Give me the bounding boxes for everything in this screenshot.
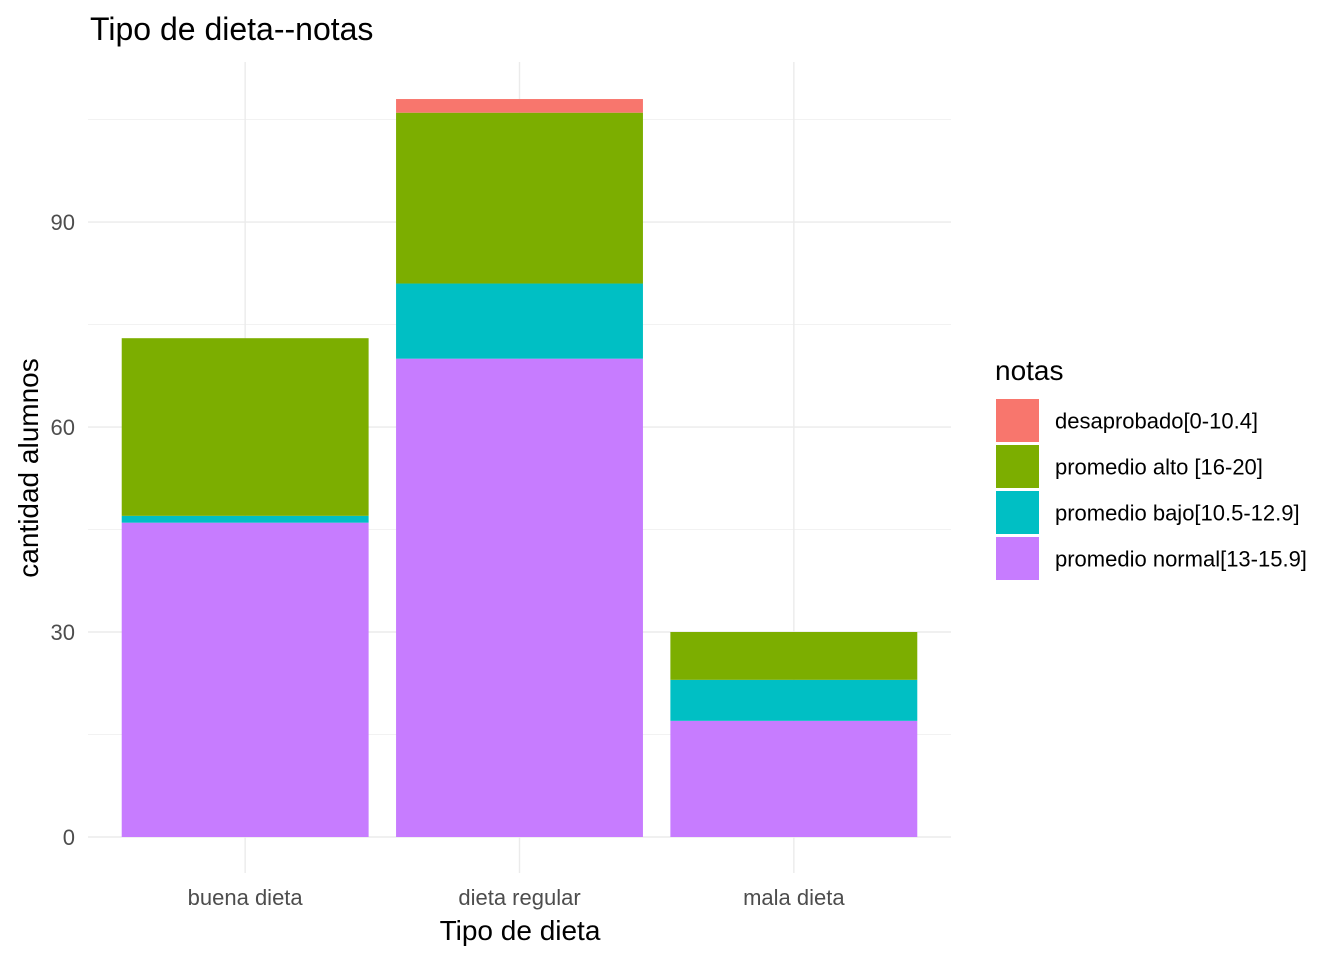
bar-segment-1-2 <box>396 283 643 359</box>
chart-title: Tipo de dieta--notas <box>90 11 373 47</box>
x-axis-ticks: buena dieta dieta regular mala dieta <box>188 885 846 910</box>
legend-key-3 <box>996 537 1039 580</box>
x-axis-title: Tipo de dieta <box>440 915 601 946</box>
legend-label-0: desaprobado[0-10.4] <box>1055 409 1258 434</box>
y-tick-label: 0 <box>63 825 75 850</box>
legend-key-1 <box>996 445 1039 488</box>
bar-segment-2-1 <box>670 632 918 680</box>
legend-label-2: promedio bajo[10.5-12.9] <box>1055 501 1300 526</box>
bar-segment-1-0 <box>396 99 643 113</box>
bar-segment-0-2 <box>121 515 369 523</box>
legend: notas desaprobado[0-10.4] promedio alto [… <box>995 355 1307 580</box>
bars-layer <box>121 99 918 837</box>
legend-key-2 <box>996 491 1039 534</box>
bar-segment-1-1 <box>396 112 643 284</box>
x-tick-label: dieta regular <box>458 885 580 910</box>
bar-segment-2-3 <box>670 720 918 837</box>
legend-title: notas <box>995 355 1064 386</box>
x-tick-label: mala dieta <box>743 885 845 910</box>
bar-segment-0-3 <box>121 522 369 837</box>
bar-segment-2-2 <box>670 679 918 721</box>
legend-label-3: promedio normal[13-15.9] <box>1055 547 1307 572</box>
y-tick-label: 90 <box>51 210 75 235</box>
legend-key-0 <box>996 399 1039 442</box>
y-tick-label: 30 <box>51 620 75 645</box>
bar-segment-0-1 <box>121 338 369 516</box>
y-tick-label: 60 <box>51 415 75 440</box>
y-axis-title: cantidad alumnos <box>13 358 44 577</box>
x-tick-label: buena dieta <box>188 885 304 910</box>
y-axis-ticks: 0 30 60 90 <box>51 210 75 850</box>
bar-segment-1-3 <box>396 358 643 837</box>
legend-label-1: promedio alto [16-20] <box>1055 455 1263 480</box>
